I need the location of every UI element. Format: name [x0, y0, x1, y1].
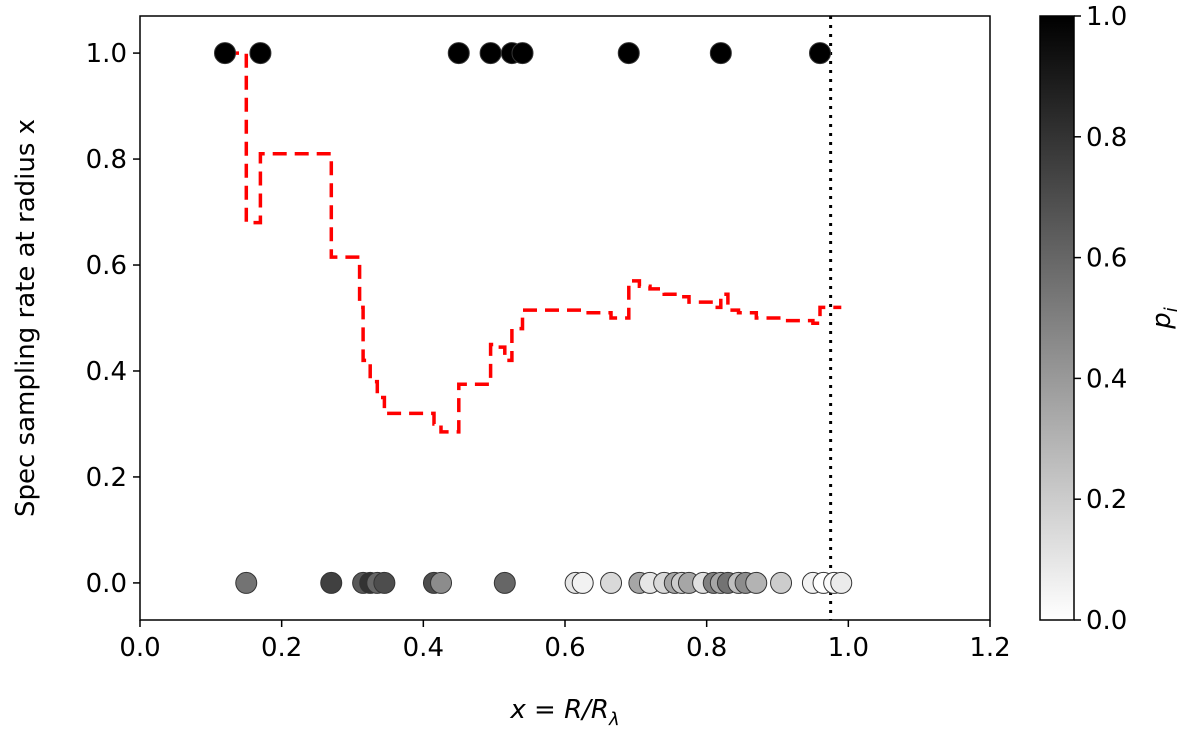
scatter-point: [249, 42, 272, 65]
colorbar-tick-label: 0.8: [1086, 123, 1127, 153]
x-tick-label: 0.4: [403, 633, 444, 663]
y-tick-label: 0.8: [86, 145, 127, 175]
y-tick-label: 0.0: [86, 569, 127, 599]
y-tick-label: 1.0: [86, 39, 127, 69]
scatter-point: [320, 571, 343, 594]
x-tick-label: 0.2: [261, 633, 302, 663]
scatter-point: [373, 571, 396, 594]
plot-frame: [139, 15, 991, 621]
colorbar: 0.0 0.2 0.4 0.6 0.8 1.0 pi: [1039, 2, 1182, 636]
plot-area: [139, 15, 991, 621]
x-tick-label: 0.0: [119, 633, 160, 663]
colorbar-title-sub: i: [1161, 307, 1182, 312]
scatter-point: [745, 571, 768, 594]
scatter-point: [617, 42, 640, 65]
x-tick-label: 1.2: [969, 633, 1010, 663]
sampling-rate-step-line: [225, 51, 842, 434]
scatter-point: [430, 571, 453, 594]
x-axis: 0.0 0.2 0.4 0.6 0.8 1.0 1.2: [119, 620, 1011, 663]
x-axis-title-sub: λ: [608, 709, 620, 730]
y-tick-label: 0.6: [86, 251, 127, 281]
scatter-point: [600, 571, 623, 594]
x-tick-label: 0.6: [544, 633, 585, 663]
scatter-point: [214, 42, 236, 65]
x-tick-label: 0.8: [686, 633, 727, 663]
colorbar-tick-label: 0.0: [1086, 606, 1127, 636]
scatter-point: [770, 571, 793, 594]
scatter-point: [235, 571, 258, 594]
colorbar-gradient: [1039, 15, 1075, 621]
y-tick-label: 0.2: [86, 463, 127, 493]
scatter-point: [709, 42, 732, 65]
colorbar-tick-label: 1.0: [1086, 2, 1127, 32]
colorbar-tick-label: 0.4: [1086, 364, 1127, 394]
x-axis-title: x = R/Rλ: [509, 695, 619, 730]
x-tick-label: 1.0: [828, 633, 869, 663]
y-axis: 0.0 0.2 0.4 0.6 0.8 1.0: [86, 39, 140, 599]
scatter-point: [479, 42, 502, 65]
colorbar-tick-label: 0.2: [1086, 485, 1127, 515]
scatter-point: [830, 571, 853, 594]
scatter-point: [809, 42, 831, 65]
scatter-point: [511, 42, 534, 65]
scatter-point: [493, 571, 516, 594]
colorbar-title-main: p: [1147, 312, 1177, 330]
colorbar-tick-label: 0.6: [1086, 244, 1127, 274]
scatter-point: [571, 571, 594, 594]
scatter-point: [447, 42, 470, 65]
y-axis-title: Spec sampling rate at radius x: [11, 119, 41, 517]
x-axis-title-main: x = R/R: [509, 695, 609, 725]
colorbar-title: pi: [1147, 307, 1182, 330]
y-tick-label: 0.4: [86, 357, 127, 387]
